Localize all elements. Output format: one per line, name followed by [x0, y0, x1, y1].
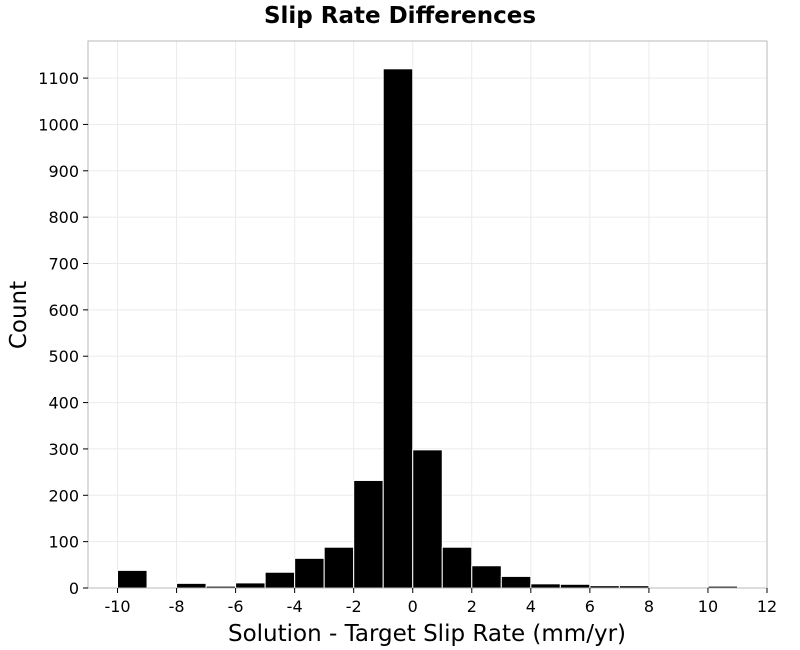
- x-tick-label: -4: [287, 597, 303, 616]
- y-axis-label: Count: [6, 281, 32, 349]
- y-tick-label: 1000: [38, 115, 79, 134]
- histogram-bar: [441, 546, 473, 589]
- y-tick-label: 0: [69, 579, 79, 598]
- x-tick-label: 6: [585, 597, 595, 616]
- histogram-bar: [530, 583, 561, 589]
- y-tick-label: 1100: [38, 69, 79, 88]
- x-tick-label: 10: [698, 597, 718, 616]
- histogram-bar: [235, 582, 266, 589]
- histogram-bar: [294, 557, 325, 589]
- histogram-bar: [559, 583, 591, 589]
- y-tick-label: 700: [48, 255, 79, 274]
- x-axis-label: Solution - Target Slip Rate (mm/yr): [228, 621, 626, 647]
- x-tick-label: 8: [644, 597, 654, 616]
- x-tick-label: 0: [408, 597, 418, 616]
- y-tick-label: 400: [48, 394, 79, 413]
- x-tick-label: 4: [526, 597, 536, 616]
- y-axis-ticks: 0 100 200 300 400 500 600 700 800 900 1000 1100: [38, 69, 88, 598]
- histogram-bars: [117, 68, 738, 589]
- y-tick-label: 100: [48, 533, 79, 552]
- histogram-bar: [323, 546, 355, 589]
- x-tick-label: -6: [228, 597, 244, 616]
- x-tick-label: 2: [467, 597, 477, 616]
- y-tick-label: 300: [48, 440, 79, 459]
- histogram-bar: [353, 479, 384, 589]
- histogram-bar: [382, 68, 414, 589]
- x-axis-ticks: -10 -8 -6 -4 -2 0 2 4 6 8 10 12: [104, 588, 777, 616]
- histogram-bar: [176, 582, 207, 589]
- y-tick-label: 200: [48, 486, 79, 505]
- histogram-bar: [264, 571, 296, 589]
- histogram-bar: [471, 565, 502, 589]
- x-tick-label: -2: [346, 597, 362, 616]
- histogram-bar: [412, 449, 443, 589]
- y-tick-label: 800: [48, 208, 79, 227]
- histogram-bar: [117, 569, 148, 589]
- x-tick-label: 12: [757, 597, 777, 616]
- x-tick-label: -10: [104, 597, 130, 616]
- y-tick-label: 600: [48, 301, 79, 320]
- y-tick-label: 500: [48, 347, 79, 366]
- x-tick-label: -8: [169, 597, 185, 616]
- y-tick-label: 900: [48, 162, 79, 181]
- chart-title: Slip Rate Differences: [264, 3, 536, 29]
- plot-frame: [87, 40, 768, 589]
- histogram-bar: [500, 575, 532, 589]
